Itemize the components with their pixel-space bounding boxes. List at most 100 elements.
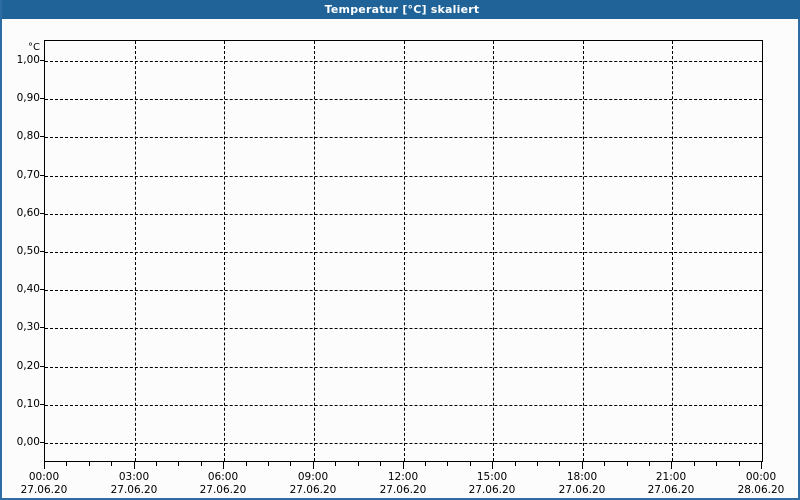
- gridline-horizontal: [45, 137, 762, 139]
- x-axis-minor-tick: [268, 462, 269, 466]
- x-axis-minor-tick: [290, 462, 291, 466]
- x-axis-minor-tick: [604, 462, 605, 466]
- x-axis-minor-tick: [425, 462, 426, 466]
- y-axis-tick-label: 0,00: [16, 436, 40, 448]
- y-axis-tick: [40, 98, 44, 100]
- x-axis-tick: [761, 462, 762, 469]
- x-axis-minor-tick: [335, 462, 336, 466]
- x-axis-tick: [492, 462, 493, 469]
- gridline-vertical: [224, 41, 225, 461]
- x-axis-minor-tick: [201, 462, 202, 466]
- x-axis-minor-tick: [739, 462, 740, 466]
- page-title: Temperatur [°C] skaliert: [324, 3, 480, 16]
- x-axis-minor-tick: [178, 462, 179, 466]
- chart-canvas: °C 1,00 0,90 0,80 0,70 0,60 0,50 0,40 0,30 0,20 0…: [2, 19, 798, 498]
- x-axis-tick-label: 06:00 27.06.20: [183, 471, 263, 497]
- gridline-vertical: [583, 41, 584, 461]
- y-axis-tick: [40, 289, 44, 291]
- x-axis-tick-time: 03:00: [118, 471, 150, 483]
- x-axis-minor-tick: [649, 462, 650, 466]
- x-axis-tick: [313, 462, 314, 469]
- y-axis-tick-label: 0,30: [16, 321, 40, 334]
- x-axis-tick-time: 15:00: [476, 471, 508, 483]
- x-axis-tick-label: 12:00 27.06.20: [363, 471, 443, 497]
- x-axis-tick: [223, 462, 224, 469]
- x-axis-tick-date: 27.06.20: [110, 484, 158, 496]
- x-axis-minor-tick: [694, 462, 695, 466]
- x-axis-minor-tick: [89, 462, 90, 466]
- y-axis-tick-label: 0,40: [16, 283, 40, 296]
- x-axis-minor-tick: [358, 462, 359, 466]
- gridline-vertical: [672, 41, 673, 461]
- y-axis-tick: [40, 327, 44, 329]
- y-axis-tick-label: 1,00: [16, 54, 40, 66]
- y-axis-tick-label: 0,70: [16, 168, 40, 181]
- x-axis-minor-tick: [246, 462, 247, 466]
- x-axis-tick-label: 15:00 27.06.20: [452, 471, 532, 497]
- x-axis-tick-time: 00:00: [745, 471, 777, 483]
- x-axis-minor-tick: [447, 462, 448, 466]
- x-axis-minor-tick: [537, 462, 538, 466]
- gridline-vertical: [135, 41, 136, 461]
- x-axis-tick: [134, 462, 135, 469]
- x-axis-tick-time: 09:00: [297, 471, 329, 483]
- x-axis-minor-tick: [716, 462, 717, 466]
- gridline-vertical: [314, 41, 315, 461]
- y-axis-tick: [40, 251, 44, 252]
- y-axis-unit-label: °C: [28, 42, 40, 53]
- x-axis-tick: [44, 462, 45, 469]
- x-axis-tick-label: 09:00 27.06.20: [273, 471, 353, 497]
- gridline-horizontal: [45, 443, 762, 444]
- x-axis-tick-date: 27.06.20: [289, 484, 337, 496]
- x-axis-tick-label: 00:00 28.06.20: [721, 471, 800, 497]
- y-axis-tick: [40, 212, 44, 214]
- x-axis-minor-tick: [515, 462, 516, 466]
- x-axis-minor-tick: [627, 462, 628, 466]
- y-axis-labels: 1,00 0,90 0,80 0,70 0,60 0,50 0,40 0,30 0,20 0,10…: [2, 19, 44, 498]
- window-title-bar: Temperatur [°C] skaliert: [2, 0, 800, 19]
- gridline-horizontal: [45, 290, 762, 292]
- x-axis-tick-label: 00:00 27.06.20: [4, 471, 84, 497]
- x-axis-tick: [403, 462, 404, 469]
- gridline-vertical: [493, 41, 494, 461]
- x-axis-tick-date: 27.06.20: [468, 484, 516, 496]
- x-axis-tick: [671, 462, 672, 469]
- y-axis-tick: [40, 60, 44, 61]
- x-axis-tick-date: 27.06.20: [558, 484, 606, 496]
- y-axis-tick-label: 0,60: [16, 206, 40, 219]
- y-axis-tick-label: 0,80: [16, 130, 40, 143]
- x-axis-tick-label: 18:00 27.06.20: [542, 471, 622, 497]
- x-axis-tick-time: 21:00: [655, 471, 687, 483]
- gridline-horizontal: [45, 213, 762, 215]
- x-axis-tick-date: 27.06.20: [647, 484, 695, 496]
- y-axis-tick-label: 0,90: [16, 92, 40, 105]
- y-axis-tick: [40, 136, 44, 138]
- y-axis-tick-label: 0,20: [16, 359, 40, 372]
- gridline-vertical: [404, 41, 405, 461]
- x-axis-tick-label: 21:00 27.06.20: [631, 471, 711, 497]
- x-axis-minor-tick: [156, 462, 157, 466]
- x-axis-tick-label: 03:00 27.06.20: [94, 471, 174, 497]
- gridline-horizontal: [45, 99, 762, 101]
- y-axis-tick-label: 0,50: [16, 245, 40, 257]
- x-axis-tick-date: 27.06.20: [199, 484, 247, 496]
- gridline-horizontal: [45, 366, 762, 368]
- x-axis-tick-date: 27.06.20: [379, 484, 427, 496]
- gridline-horizontal: [45, 404, 762, 406]
- x-axis-minor-tick: [559, 462, 560, 466]
- y-axis-unit-wrapper: °C: [2, 42, 40, 54]
- x-axis-tick-time: 18:00: [566, 471, 598, 483]
- y-axis-tick: [40, 442, 44, 443]
- gridline-horizontal: [45, 61, 762, 62]
- y-axis-tick-label: 0,10: [16, 397, 40, 410]
- x-axis-tick-date: 27.06.20: [20, 484, 68, 496]
- x-axis-minor-tick: [470, 462, 471, 466]
- x-axis-minor-tick: [111, 462, 112, 466]
- y-axis-tick: [40, 174, 44, 176]
- x-axis-tick-time: 00:00: [28, 471, 60, 483]
- x-axis-tick: [582, 462, 583, 469]
- y-axis-tick: [40, 403, 44, 405]
- grid-layer: [45, 41, 762, 461]
- x-axis-minor-tick: [66, 462, 67, 466]
